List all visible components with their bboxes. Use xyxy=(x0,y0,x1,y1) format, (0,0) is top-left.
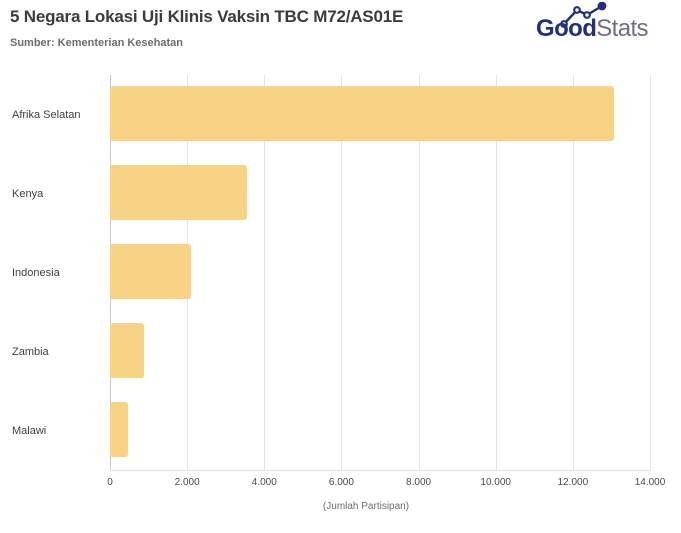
gridline xyxy=(495,75,497,470)
x-tick-label: 14.000 xyxy=(634,477,666,488)
logo-wordmark: GoodStats xyxy=(536,15,649,43)
logo-text-stats: Stats xyxy=(596,15,648,42)
category-label: Kenya xyxy=(12,187,44,200)
x-tick-label: 10.000 xyxy=(480,477,511,488)
category-label: Indonesia xyxy=(12,266,60,279)
bar-kenya xyxy=(110,164,248,220)
gridline xyxy=(264,75,266,470)
bar-indonesia xyxy=(110,243,191,299)
category-label: Afrika Selatan xyxy=(12,108,81,121)
y-axis-labels: Afrika Selatan Kenya Indonesia Zambia Malawi xyxy=(12,75,106,470)
x-tick-label: 6.000 xyxy=(328,477,354,488)
x-tick-label: 0 xyxy=(107,477,113,488)
x-tick-label: 2.000 xyxy=(174,477,200,488)
bar-malawi xyxy=(110,401,129,457)
source-label: Sumber: Kementerian Kesehatan xyxy=(10,37,183,49)
category-label: Zambia xyxy=(12,345,49,358)
bar-zambia xyxy=(110,322,145,378)
x-tick-label: 8.000 xyxy=(406,477,432,488)
x-axis-ticks: 0 2.000 4.000 6.000 8.000 10.000 12.000 14.000 xyxy=(107,477,665,491)
bar-afrika-selatan xyxy=(110,85,615,141)
x-axis-label: (Jumlah Partisipan) xyxy=(322,501,410,512)
x-tick-label: 12.000 xyxy=(557,477,589,488)
goodstats-logo: GoodStats xyxy=(536,2,662,48)
gridline xyxy=(572,75,574,470)
plot-area xyxy=(110,75,651,471)
page-title: 5 Negara Lokasi Uji Klinis Vaksin TBC M7… xyxy=(10,7,404,26)
category-label: Malawi xyxy=(12,424,47,437)
gridline xyxy=(418,75,420,470)
logo-text-good: Good xyxy=(536,15,597,42)
gridline xyxy=(341,75,343,470)
line-chart-icon xyxy=(560,2,607,28)
x-tick-label: 4.000 xyxy=(251,477,277,488)
gridline xyxy=(650,75,651,470)
